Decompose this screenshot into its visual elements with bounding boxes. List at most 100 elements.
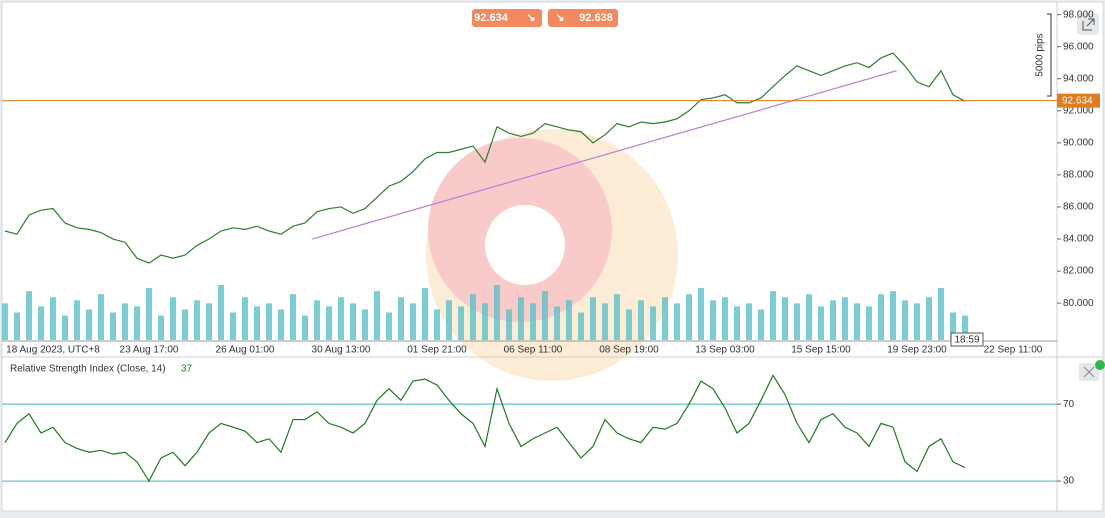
volume-bar: [926, 297, 932, 340]
x-tick-label: 23 Aug 17:00: [120, 345, 179, 356]
y-tick-label: 86.000: [1063, 202, 1094, 213]
volume-bar: [362, 309, 368, 340]
volume-bar: [554, 306, 560, 340]
x-tick-label: 19 Sep 23:00: [887, 345, 947, 356]
volume-bar: [206, 303, 212, 340]
x-tick-label: 13 Sep 03:00: [695, 345, 755, 356]
volume-bar: [674, 303, 680, 340]
volume-bar: [878, 294, 884, 340]
volume-bar: [122, 303, 128, 340]
volume-bar: [890, 291, 896, 340]
volume-bar: [542, 291, 548, 340]
y-tick-label: 94.000: [1063, 73, 1094, 84]
pips-bracket: [1047, 13, 1052, 97]
y-tick-label: 90.000: [1063, 137, 1094, 148]
volume-bar: [26, 291, 32, 340]
volume-bar: [74, 300, 80, 340]
volume-bar: [578, 312, 584, 340]
volume-bar: [326, 306, 332, 340]
trendline: [312, 70, 897, 240]
volume-bar: [770, 291, 776, 340]
volume-bar: [146, 288, 152, 340]
volume-bar: [518, 297, 524, 340]
volume-bar: [530, 303, 536, 340]
logo-part: [428, 138, 612, 322]
volume-bar: [746, 303, 752, 340]
volume-bar: [734, 306, 740, 340]
volume-bar: [98, 294, 104, 340]
volume-bar: [170, 297, 176, 340]
volume-bar: [866, 306, 872, 340]
volume-bar: [266, 303, 272, 340]
volume-bar: [782, 297, 788, 340]
volume-bar: [686, 294, 692, 340]
volume-bar: [602, 303, 608, 340]
countdown: 18:59: [954, 335, 979, 346]
logo-part: [485, 205, 565, 285]
rsi-title: Relative Strength Index (Close, 14): [10, 364, 166, 375]
x-tick-label: 26 Aug 01:00: [216, 345, 275, 356]
volume-bar: [278, 309, 284, 340]
sell-button[interactable]: [472, 9, 542, 27]
volume-bar: [110, 312, 116, 340]
volume-bar: [386, 312, 392, 340]
volume-bar: [14, 312, 20, 340]
volume-bar: [698, 288, 704, 340]
volume-bar: [50, 297, 56, 340]
close-icon: [1083, 366, 1095, 378]
rsi-line: [4, 374, 966, 483]
volume-bar: [854, 303, 860, 340]
x-tick-label: 15 Sep 15:00: [791, 345, 851, 356]
buy-button[interactable]: [548, 9, 618, 27]
volume-bar: [398, 297, 404, 340]
sell-price[interactable]: 92.634: [474, 12, 509, 24]
volume-bar: [722, 297, 728, 340]
volume-bar: [422, 288, 428, 340]
volume-bar: [938, 288, 944, 340]
x-tick-label: 06 Sep 11:00: [504, 345, 563, 356]
volume-bar: [338, 297, 344, 340]
price-line: [4, 52, 966, 264]
volume-bar: [182, 309, 188, 340]
countdown-box: [950, 332, 984, 347]
y-tick-label: 82.000: [1063, 266, 1094, 277]
volume-bar: [218, 285, 224, 340]
volume-bar: [350, 303, 356, 340]
volume-bar: [290, 294, 296, 340]
volume-bar: [242, 297, 248, 340]
volume-bar: [374, 291, 380, 340]
volume-bar: [86, 309, 92, 340]
status-dot: [1095, 360, 1105, 370]
volume-bar: [194, 300, 200, 340]
volume-bar: [638, 300, 644, 340]
sell-arrow[interactable]: ↘: [526, 12, 535, 24]
volume-bar: [806, 294, 812, 340]
buy-price[interactable]: 92.638: [579, 12, 613, 24]
y-tick-label: 30: [1063, 476, 1075, 487]
last-price-tag: [1057, 93, 1100, 108]
last-price-label: 92.634: [1062, 95, 1093, 106]
y-tick-label: 92.000: [1063, 105, 1094, 116]
x-tick-label: 18 Aug 2023, UTC+8: [6, 345, 100, 356]
buy-arrow[interactable]: ↘: [555, 12, 564, 24]
x-tick-label: 01 Sep 21:00: [407, 345, 467, 356]
volume-bar: [158, 315, 164, 340]
volume-bar: [626, 309, 632, 340]
volume-bar: [650, 306, 656, 340]
y-tick-label: 88.000: [1063, 170, 1094, 181]
volume-bar: [830, 300, 836, 340]
volume-bar: [446, 300, 452, 340]
x-tick-label: 08 Sep 19:00: [599, 345, 659, 356]
volume-bar: [758, 309, 764, 340]
volume-bar: [434, 309, 440, 340]
volume-bar: [950, 312, 956, 340]
volume-bar: [566, 300, 572, 340]
volume-bar: [794, 303, 800, 340]
y-tick-label: 98.000: [1063, 9, 1094, 20]
y-tick-label: 70: [1063, 399, 1075, 410]
volume-bar: [494, 285, 500, 340]
volume-bar: [410, 303, 416, 340]
